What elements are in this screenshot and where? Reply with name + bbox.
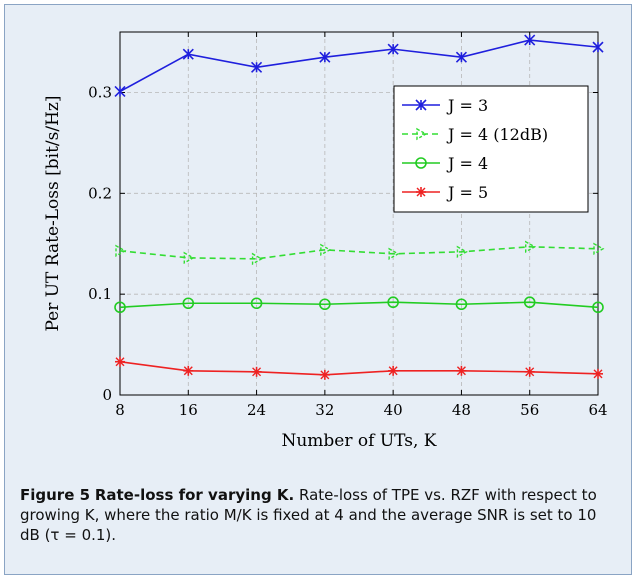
series-0 [114, 34, 604, 98]
series-line [119, 39, 599, 93]
data-point [523, 296, 536, 309]
data-point [593, 242, 605, 255]
data-point [387, 43, 399, 55]
caption-label: Figure 5 [20, 486, 91, 504]
data-point [114, 85, 126, 98]
y-tick-label: 0 [102, 386, 112, 404]
y-tick-label: 0.2 [88, 184, 112, 202]
legend-label: J = 5 [446, 183, 488, 202]
series-line [119, 360, 599, 376]
data-point [115, 244, 127, 257]
axis-ticks: 8 16 24 32 40 48 56 64 0 0.1 0.2 0.3 [88, 32, 608, 419]
legend-label: J = 4 [446, 154, 488, 173]
legend-entry: J = 4 (12dB) [402, 125, 548, 144]
x-tick-label: 8 [115, 401, 125, 419]
series-line [119, 245, 599, 260]
data-point [183, 251, 195, 265]
plot-area [119, 31, 599, 396]
data-point [319, 51, 331, 63]
figure-caption: Figure 5 Rate-loss for varying K. Rate-l… [20, 485, 620, 545]
legend-label: J = 3 [446, 96, 488, 115]
data-point [251, 61, 263, 73]
series-group [114, 34, 605, 380]
legend-box [393, 85, 589, 213]
data-point [456, 365, 467, 376]
x-tick-label: 56 [520, 401, 539, 419]
x-tick-label: 48 [452, 401, 471, 419]
data-point [320, 243, 332, 256]
series-3 [115, 356, 603, 380]
data-point [250, 297, 263, 310]
caption-title: Rate-loss for varying K. [94, 486, 295, 504]
data-point [183, 365, 194, 376]
y-axis-label: Per UT Rate-Loss [bit/s/Hz] [43, 95, 63, 331]
x-tick-label: 24 [247, 401, 266, 419]
legend: J = 3 J = 4 (12dB) J = 4 J = 5 [393, 85, 589, 213]
series-1 [115, 240, 605, 266]
legend-entry: J = 3 [402, 96, 488, 115]
series-line [119, 301, 599, 309]
series-2 [114, 296, 604, 314]
data-point [319, 298, 331, 311]
data-point [115, 356, 125, 367]
data-point [455, 51, 467, 63]
data-point [592, 41, 604, 53]
data-point [319, 369, 330, 380]
y-tick-label: 0.3 [88, 84, 112, 102]
x-axis-label: Number of UTs, K [281, 431, 436, 451]
data-point [524, 366, 535, 377]
data-point [416, 187, 426, 197]
data-point [416, 127, 428, 141]
legend-entry: J = 4 [402, 154, 488, 173]
data-point [182, 297, 195, 310]
grid [120, 32, 598, 395]
y-tick-label: 0.1 [88, 285, 112, 303]
data-point [593, 368, 603, 379]
caption-text: Rate-loss of TPE vs. RZF with respect to… [20, 486, 597, 544]
data-point [525, 240, 537, 253]
data-point [415, 157, 427, 169]
x-tick-label: 32 [315, 401, 334, 419]
legend-label: J = 4 (12dB) [446, 125, 548, 144]
data-point [592, 301, 604, 314]
data-point [251, 252, 264, 266]
data-point [456, 245, 468, 259]
x-tick-label: 64 [588, 401, 607, 419]
data-point [388, 365, 399, 376]
legend-entry: J = 5 [402, 183, 488, 202]
data-point [387, 296, 399, 309]
data-point [114, 301, 126, 314]
data-point [524, 34, 536, 46]
data-point [182, 48, 194, 60]
data-point [415, 99, 427, 111]
data-point [388, 247, 400, 261]
data-point [251, 366, 262, 377]
x-tick-label: 40 [384, 401, 403, 419]
data-point [455, 298, 468, 311]
x-tick-label: 16 [179, 401, 198, 419]
